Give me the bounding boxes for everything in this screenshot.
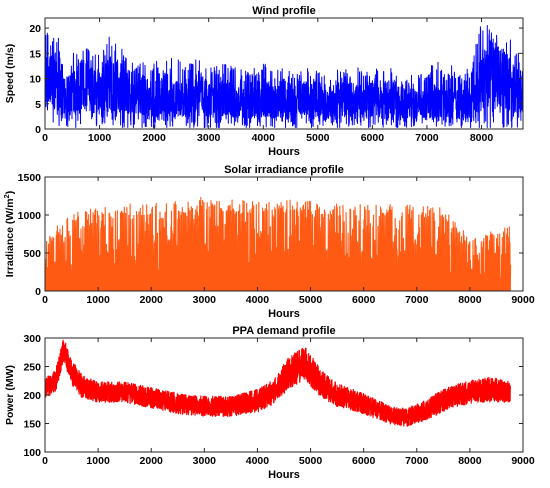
x-axis-label: Hours	[268, 146, 300, 158]
y-axis-label-text: Irradiance (W/m	[4, 198, 16, 277]
x-tick-label: 7000	[405, 455, 429, 467]
x-tick-label: 4000	[252, 132, 276, 144]
x-tick-label: 3000	[193, 294, 217, 306]
x-tick-label: 5000	[306, 132, 330, 144]
y-tick-label: 500	[23, 248, 41, 260]
x-tick-label: 1000	[86, 294, 110, 306]
x-tick-label: 2000	[140, 455, 164, 467]
x-axis-label: Hours	[268, 308, 300, 320]
y-axis-label: Speed (m/s)	[4, 44, 16, 104]
y-tick-label: 10	[29, 74, 41, 86]
chart-title: Solar irradiance profile	[224, 164, 344, 176]
y-tick-label: 5	[35, 99, 41, 111]
x-tick-label: 4000	[246, 294, 270, 306]
x-tick-label: 8000	[470, 132, 494, 144]
y-axis-label-text: Power (MW)	[4, 365, 16, 425]
x-tick-label: 4000	[246, 455, 270, 467]
y-axis-label-superscript: 2	[2, 194, 11, 198]
x-tick-label: 3000	[193, 455, 217, 467]
chart-panel-3: 0 1000 2000 3000 4000 5000 6000 7000 8000 9000 100…	[4, 325, 535, 481]
y-tick-label: 150	[23, 419, 41, 431]
x-tick-label: 3000	[197, 132, 221, 144]
y-tick-label: 300	[23, 333, 41, 345]
series-line	[45, 25, 523, 128]
y-tick-label: 1500	[18, 172, 42, 184]
y-axis-label: Irradiance (W/m2)	[2, 191, 16, 277]
y-tick-label: 200	[23, 390, 41, 402]
x-axis-label: Hours	[268, 469, 300, 481]
x-tick-label: 1000	[86, 455, 110, 467]
x-tick-label: 1000	[88, 132, 112, 144]
x-tick-label: 5000	[299, 294, 323, 306]
x-tick-label: 0	[42, 294, 48, 306]
y-tick-label: 1000	[18, 210, 42, 222]
series-line	[45, 196, 512, 291]
y-tick-label: 100	[23, 447, 41, 459]
x-tick-label: 9000	[511, 455, 535, 467]
x-tick-label: 0	[42, 455, 48, 467]
y-tick-label: 15	[29, 48, 41, 60]
x-tick-label: 6000	[352, 455, 376, 467]
x-tick-label: 6000	[352, 294, 376, 306]
chart-title: Wind profile	[252, 5, 315, 17]
chart-panel-1: 0 1000 2000 3000 4000 5000 6000 7000 8000 0 5 10 15 2…	[4, 5, 524, 158]
y-axis-label-text: Speed (m/s)	[4, 44, 16, 104]
chart-panel-2: 0 1000 2000 3000 4000 5000 6000 7000 8000 9000 0 50…	[2, 164, 535, 320]
x-tick-label: 8000	[458, 455, 482, 467]
y-tick-label: 20	[29, 23, 41, 35]
x-tick-label: 8000	[458, 294, 482, 306]
y-tick-label: 0	[35, 124, 41, 136]
x-tick-label: 6000	[361, 132, 385, 144]
y-tick-label: 0	[35, 286, 41, 298]
chart-title: PPA demand profile	[232, 325, 335, 337]
y-axis-label-end: )	[4, 191, 16, 195]
x-tick-label: 9000	[511, 294, 535, 306]
y-tick-label: 250	[23, 362, 41, 374]
axis-frame	[44, 176, 524, 292]
x-tick-label: 7000	[405, 294, 429, 306]
x-tick-label: 7000	[415, 132, 439, 144]
x-tick-label: 5000	[299, 455, 323, 467]
x-tick-label: 2000	[142, 132, 166, 144]
axis-frame	[44, 17, 524, 130]
series-line	[45, 339, 511, 427]
x-tick-label: 2000	[140, 294, 164, 306]
x-tick-label: 0	[42, 132, 48, 144]
y-axis-label: Power (MW)	[4, 365, 16, 425]
